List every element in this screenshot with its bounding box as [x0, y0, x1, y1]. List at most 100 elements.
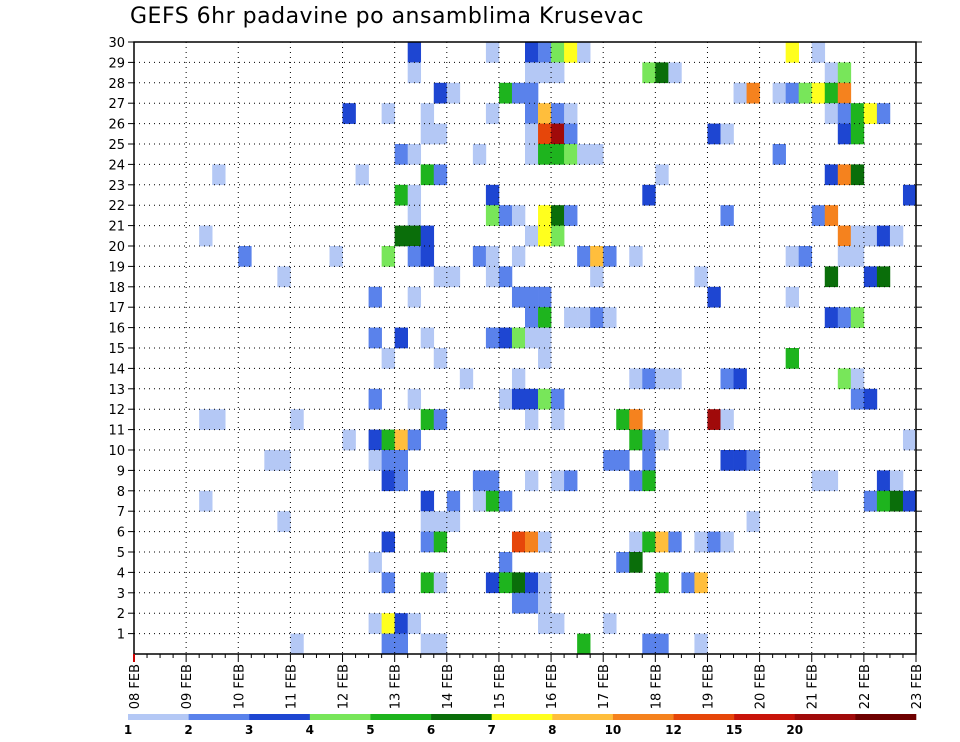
cell-m6-t31 — [538, 531, 552, 553]
cell-m22-t21 — [407, 205, 422, 226]
cell-m12-t30 — [525, 409, 539, 430]
cell-m24-t40 — [655, 164, 669, 186]
cell-m28-t51 — [798, 82, 813, 104]
cell-m30-t27 — [485, 42, 500, 63]
cell-m15-t19 — [381, 348, 395, 369]
x-tick-label: 08 FEB — [128, 664, 143, 709]
cell-m26-t32 — [551, 123, 565, 145]
cell-m14-t29 — [511, 368, 526, 390]
cell-m15-t50 — [785, 348, 799, 369]
cell-m4-t27 — [485, 572, 500, 594]
legend-label: 10 — [605, 723, 622, 737]
cell-m30-t30 — [525, 42, 539, 63]
cell-m10-t37 — [616, 450, 630, 471]
cell-m28-t30 — [525, 82, 539, 104]
cell-m19-t23 — [433, 266, 448, 288]
cell-m28-t50 — [785, 82, 799, 104]
y-tick-label: 30 — [108, 36, 125, 51]
cell-m27-t54 — [837, 103, 852, 124]
cell-m1-t34 — [577, 633, 591, 655]
cell-m4-t40 — [655, 572, 669, 594]
cell-m13-t32 — [551, 388, 565, 410]
cell-m25-t31 — [538, 144, 552, 165]
cell-m17-t55 — [850, 307, 865, 328]
y-tick-label: 14 — [108, 362, 125, 377]
cell-m21-t20 — [394, 225, 408, 247]
cell-m16-t31 — [538, 327, 552, 349]
legend-label: 4 — [306, 723, 314, 737]
cell-m11-t38 — [629, 429, 643, 451]
cell-m23-t59 — [902, 184, 917, 206]
legend-swatch-3 — [309, 714, 371, 720]
cell-m14-t45 — [720, 368, 734, 390]
y-tick-label: 4 — [117, 566, 125, 581]
cell-m21-t22 — [420, 225, 435, 247]
x-tick-label: 09 FEB — [180, 664, 195, 709]
cell-m30-t21 — [407, 42, 422, 63]
cell-m2-t18 — [368, 613, 382, 634]
cell-m16-t20 — [394, 327, 408, 349]
cell-m23-t39 — [642, 184, 656, 206]
cell-m20-t54 — [837, 246, 852, 267]
x-tick-label: 17 FEB — [597, 664, 612, 709]
cell-m19-t57 — [876, 266, 891, 288]
cell-m14-t39 — [642, 368, 656, 390]
cell-m28-t28 — [498, 82, 513, 104]
cell-m29-t21 — [407, 62, 422, 84]
y-tick-label: 19 — [108, 260, 125, 275]
cell-m28-t52 — [811, 82, 826, 104]
cell-m2-t36 — [603, 613, 617, 634]
cell-m9-t20 — [394, 470, 408, 492]
cell-m24-t54 — [837, 164, 852, 186]
cell-m8-t22 — [420, 490, 435, 512]
cell-m2-t32 — [551, 613, 565, 634]
cell-m27-t19 — [381, 103, 395, 124]
cell-m22-t29 — [511, 205, 526, 226]
cell-m11-t39 — [642, 429, 656, 451]
cell-m8-t58 — [889, 490, 904, 512]
x-tick-label: 22 FEB — [858, 664, 873, 709]
cell-m29-t40 — [655, 62, 669, 84]
cell-m4-t22 — [420, 572, 435, 594]
cell-m28-t53 — [824, 82, 839, 104]
cell-m21-t55 — [850, 225, 865, 247]
cell-m24-t23 — [433, 164, 448, 186]
cell-m20-t26 — [472, 246, 487, 267]
legend-swatch-0 — [128, 714, 189, 720]
cell-m8-t26 — [472, 490, 487, 512]
cell-m14-t54 — [837, 368, 852, 390]
cell-m7-t11 — [277, 511, 291, 532]
y-tick-label: 23 — [108, 179, 125, 194]
cell-m20-t38 — [629, 246, 643, 267]
y-tick-label: 10 — [108, 444, 125, 459]
cell-m28-t46 — [733, 82, 747, 104]
cell-m14-t25 — [459, 368, 474, 390]
y-tick-label: 21 — [108, 220, 125, 235]
cell-m2-t21 — [407, 613, 422, 634]
cell-m25-t21 — [407, 144, 422, 165]
cell-m18-t50 — [785, 286, 799, 308]
x-tick-label: 23 FEB — [910, 664, 925, 709]
cell-m7-t23 — [433, 511, 448, 532]
cell-m30-t31 — [538, 42, 552, 63]
cell-m19-t35 — [590, 266, 604, 288]
cell-m18-t44 — [707, 286, 721, 308]
cell-m25-t33 — [564, 144, 578, 165]
cell-m29-t41 — [668, 62, 682, 84]
cell-m9-t32 — [551, 470, 565, 492]
cell-m27-t22 — [420, 103, 435, 124]
cell-m10-t20 — [394, 450, 408, 471]
cell-m21-t54 — [837, 225, 852, 247]
cell-m10-t19 — [381, 450, 395, 471]
legend-label: 2 — [184, 723, 192, 737]
cell-m1-t39 — [642, 633, 656, 655]
cell-m12-t32 — [551, 409, 565, 430]
cell-m4-t42 — [681, 572, 695, 594]
cell-m7-t22 — [420, 511, 435, 532]
cell-m8-t56 — [863, 490, 878, 512]
cell-m27-t31 — [538, 103, 552, 124]
cell-m22-t32 — [551, 205, 565, 226]
cell-m10-t45 — [720, 450, 734, 471]
cell-m11-t20 — [394, 429, 408, 451]
cell-m1-t12 — [290, 633, 304, 655]
